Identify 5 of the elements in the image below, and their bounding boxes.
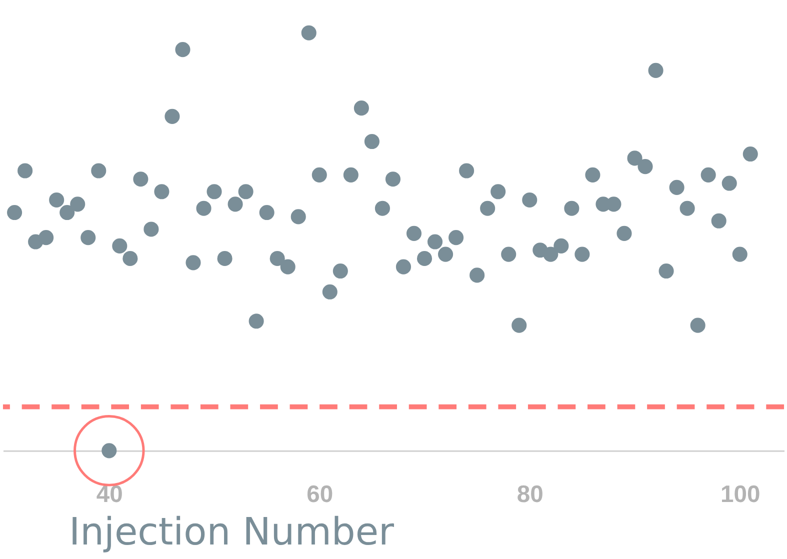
x-axis-title: Injection Number: [68, 509, 395, 554]
x-tick-label: 60: [306, 480, 334, 508]
x-tick-label: 80: [516, 480, 544, 508]
x-tick-label: 40: [96, 480, 123, 508]
x-tick-label: 100: [720, 480, 760, 508]
